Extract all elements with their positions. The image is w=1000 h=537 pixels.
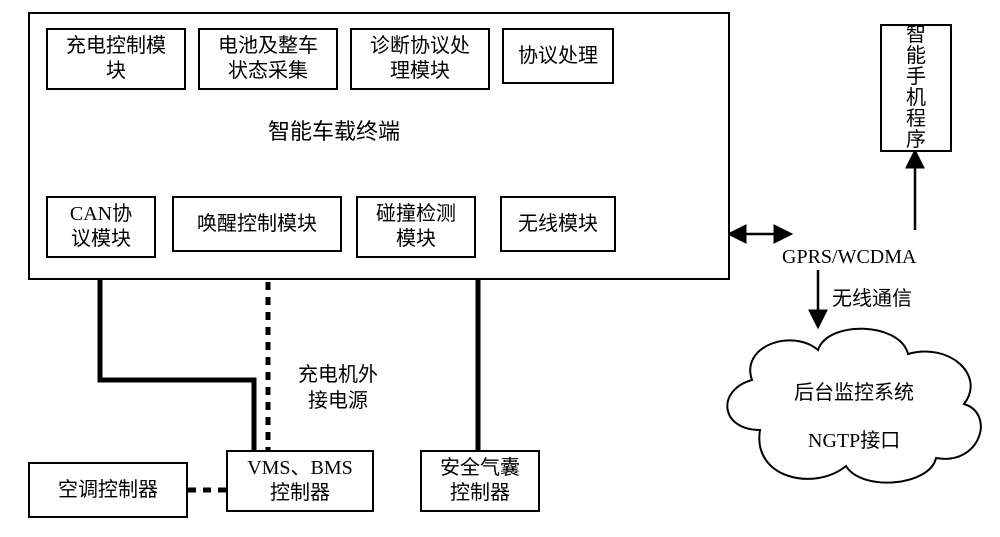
module-wireless: 无线模块 — [500, 196, 616, 252]
module-battery-status: 电池及整车 状态采集 — [198, 28, 338, 90]
module-wake-control: 唤醒控制模块 — [172, 196, 342, 252]
terminal-title: 智能车载终端 — [268, 118, 400, 147]
airbag-controller: 安全气囊 控制器 — [420, 450, 540, 512]
cloud-text-2: NGTP接口 — [808, 428, 900, 454]
smartphone-app: 智 能 手 机 程 序 — [880, 24, 952, 152]
vms-bms-controller: VMS、BMS 控制器 — [226, 450, 374, 512]
module-protocol: 协议处理 — [502, 28, 614, 84]
module-can-protocol: CAN协 议模块 — [46, 196, 156, 258]
gprs-wcdma-label: GPRS/WCDMA — [782, 244, 916, 270]
wireless-comm-label: 无线通信 — [832, 286, 912, 312]
edge-can-vms — [100, 258, 254, 450]
ac-controller: 空调控制器 — [28, 462, 188, 518]
module-diagnostic-protocol: 诊断协议处 理模块 — [350, 28, 490, 90]
charger-power-label: 充电机外 接电源 — [298, 362, 378, 414]
module-charge-control: 充电控制模 块 — [46, 28, 186, 90]
cloud-text-1: 后台监控系统 — [794, 380, 914, 406]
module-collision-detect: 碰撞检测 模块 — [356, 196, 476, 258]
